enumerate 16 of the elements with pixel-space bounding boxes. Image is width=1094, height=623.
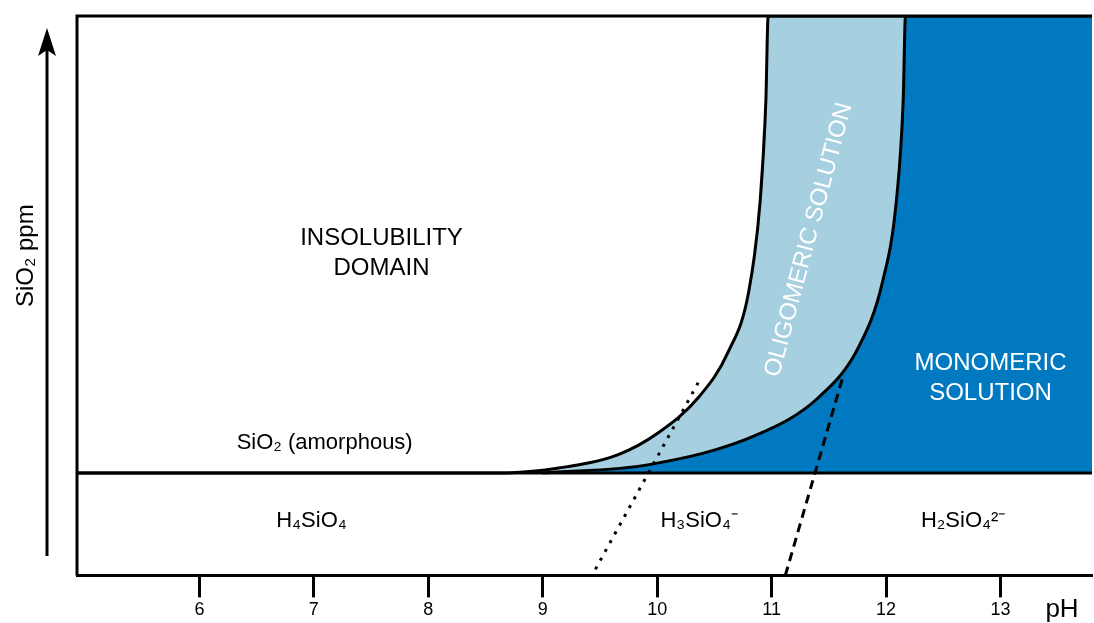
annotation: MONOMERIC SOLUTION — [914, 347, 1067, 405]
x-axis-title: pH — [1045, 592, 1079, 623]
annotation: H₄SiO₄ — [276, 507, 347, 533]
x-tick-label: 13 — [990, 599, 1011, 620]
annotation: H₂SiO₄²⁻ — [920, 507, 1006, 533]
x-tick-label: 11 — [762, 599, 781, 620]
annotation: SiO₂ (amorphous) — [236, 428, 413, 454]
x-tick-label: 6 — [194, 599, 205, 620]
y-axis-title: SiO₂ ppm — [10, 204, 38, 308]
x-tick-label: 12 — [876, 599, 897, 620]
annotation: H₃SiO₄⁻ — [660, 507, 738, 533]
x-tick-label: 9 — [537, 599, 548, 620]
x-tick-label: 10 — [647, 599, 668, 620]
x-tick-label: 7 — [308, 599, 319, 620]
annotation: INSOLUBILITY DOMAIN — [300, 222, 463, 280]
x-tick-label: 8 — [423, 599, 434, 620]
